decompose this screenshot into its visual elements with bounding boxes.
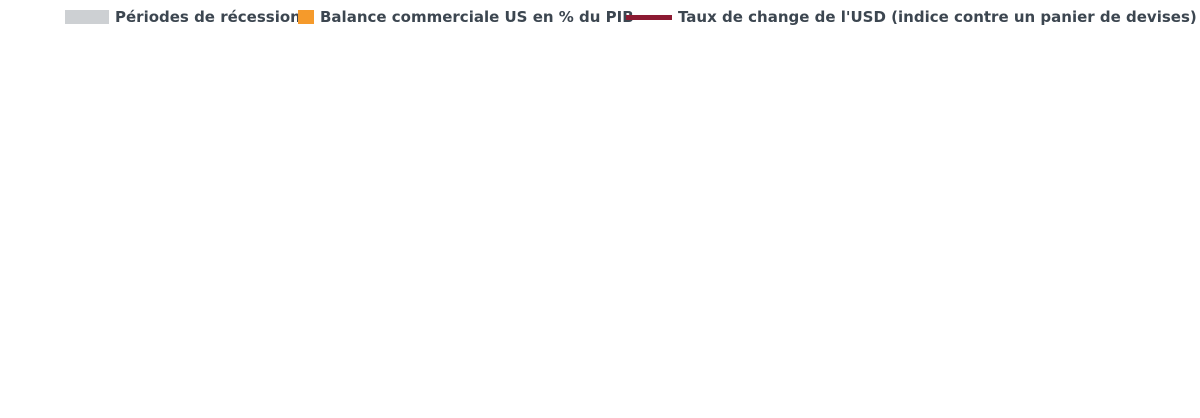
legend-swatch-trade-balance bbox=[298, 10, 314, 24]
legend-trade-balance: Balance commerciale US en % du PIB bbox=[298, 8, 634, 26]
x-tick-label: 2019 bbox=[1123, 388, 1165, 406]
x-tick-label: 2001 bbox=[697, 388, 739, 406]
right-tick-label: -4 bbox=[1171, 294, 1189, 313]
left-tick-label: 80 bbox=[21, 250, 43, 269]
x-tick-label: 2011 bbox=[934, 388, 976, 406]
legend-swatch-recession bbox=[65, 10, 109, 24]
usd-index-line bbox=[53, 81, 1154, 293]
legend: Périodes de récession Balance commercial… bbox=[0, 6, 1200, 34]
recession-bar bbox=[722, 58, 740, 373]
x-tick-label: 1995 bbox=[555, 388, 597, 406]
x-tick-label: 1985 bbox=[318, 388, 360, 406]
left-tick-label: 100 bbox=[10, 192, 43, 211]
x-tick-label: 1977 bbox=[129, 388, 171, 406]
legend-recession: Périodes de récession bbox=[65, 8, 301, 26]
x-tick-label: 1975 bbox=[81, 388, 123, 406]
right-tick-label: -6 bbox=[1171, 364, 1189, 383]
x-tick-label: 1999 bbox=[650, 388, 692, 406]
x-tick-label: 1993 bbox=[508, 388, 550, 406]
x-tick-label: 1987 bbox=[366, 388, 408, 406]
right-tick-label: 2 bbox=[1171, 84, 1182, 103]
x-tick-label: 2005 bbox=[792, 388, 834, 406]
recession-bar bbox=[256, 58, 290, 373]
legend-usd: Taux de change de l'USD (indice contre u… bbox=[626, 8, 1197, 26]
trade-balance-area bbox=[55, 117, 1154, 366]
left-tick-label: 140 bbox=[10, 78, 43, 97]
x-tick-label: 2013 bbox=[981, 388, 1023, 406]
x-tick-label: 2017 bbox=[1076, 388, 1118, 406]
right-tick-label: 0 bbox=[1171, 154, 1182, 173]
x-tick-label: 1991 bbox=[460, 388, 502, 406]
x-tick-label: 2007 bbox=[839, 388, 881, 406]
x-tick-label: 1973 bbox=[34, 388, 76, 406]
x-tick-label: 1989 bbox=[413, 388, 455, 406]
left-tick-label: 40 bbox=[21, 364, 43, 383]
left-tick-label: 60 bbox=[21, 307, 43, 326]
recession-bar bbox=[881, 58, 919, 373]
x-tick-label: 2009 bbox=[886, 388, 928, 406]
x-tick-label: 2015 bbox=[1028, 388, 1070, 406]
x-tick-label: 1997 bbox=[602, 388, 644, 406]
x-tick-label: 2003 bbox=[744, 388, 786, 406]
x-tick-label: 1981 bbox=[223, 388, 265, 406]
left-tick-label: 120 bbox=[10, 135, 43, 154]
legend-label-recession: Périodes de récession bbox=[115, 8, 301, 26]
right-tick-label: -2 bbox=[1171, 224, 1189, 243]
legend-swatch-usd bbox=[626, 14, 672, 20]
recession-bar bbox=[469, 58, 486, 373]
legend-label-usd: Taux de change de l'USD (indice contre u… bbox=[678, 8, 1197, 26]
x-tick-label: 1979 bbox=[176, 388, 218, 406]
legend-label-trade-balance: Balance commerciale US en % du PIB bbox=[320, 8, 634, 26]
x-tick-label: 1983 bbox=[271, 388, 313, 406]
recession-bar bbox=[76, 58, 108, 373]
recession-bar bbox=[220, 58, 233, 373]
